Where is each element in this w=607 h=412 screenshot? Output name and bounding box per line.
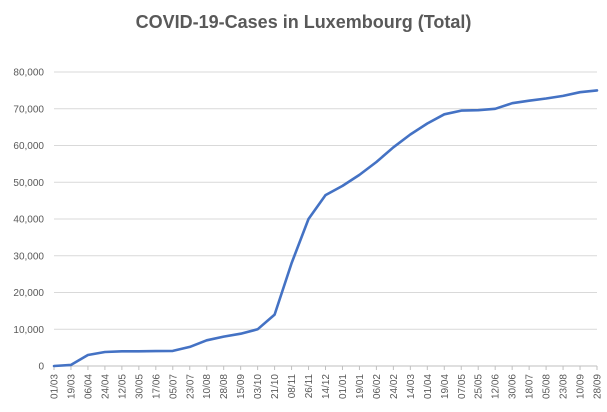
x-tick-label: 01/01	[338, 374, 349, 399]
x-tick-label: 19/04	[440, 374, 451, 399]
x-tick-label: 06/04	[83, 374, 94, 399]
y-tick-label: 20,000	[13, 288, 44, 299]
x-tick-label: 19/03	[66, 374, 77, 399]
y-tick-label: 10,000	[13, 325, 44, 336]
x-tick-label: 10/08	[202, 374, 213, 399]
x-tick-label: 25/05	[474, 374, 485, 399]
chart-title: COVID-19-Cases in Luxembourg (Total)	[135, 12, 472, 32]
x-tick-label: 08/11	[287, 374, 298, 399]
x-tick-label: 01/03	[50, 374, 61, 399]
x-tick-label: 14/12	[321, 374, 332, 399]
x-tick-label: 23/07	[185, 374, 196, 399]
x-tick-label: 26/11	[304, 374, 315, 399]
x-tick-label: 12/05	[117, 374, 128, 399]
x-tick-label: 05/08	[542, 374, 553, 399]
x-tick-label: 28/09	[593, 374, 604, 399]
x-tick-label: 30/05	[134, 374, 145, 399]
x-tick-label: 28/08	[219, 374, 230, 399]
x-tick-label: 14/03	[406, 374, 417, 399]
x-tick-label: 12/06	[491, 374, 502, 399]
x-tick-label: 07/05	[457, 374, 468, 399]
y-tick-label: 80,000	[13, 68, 44, 79]
x-tick-label: 01/04	[423, 374, 434, 399]
x-tick-label: 23/08	[559, 374, 570, 399]
x-tick-label: 05/07	[168, 374, 179, 399]
x-tick-label: 06/02	[372, 374, 383, 399]
y-tick-label: 0	[38, 362, 44, 373]
y-tick-label: 50,000	[13, 178, 44, 189]
x-tick-label: 24/04	[100, 374, 111, 399]
x-tick-label: 03/10	[253, 374, 264, 399]
y-tick-label: 40,000	[13, 215, 44, 226]
x-tick-label: 21/10	[270, 374, 281, 399]
y-tick-label: 30,000	[13, 251, 44, 262]
y-tick-label: 70,000	[13, 104, 44, 115]
x-tick-label: 30/06	[508, 374, 519, 399]
y-tick-label: 60,000	[13, 141, 44, 152]
x-tick-label: 19/01	[355, 374, 366, 399]
x-tick-label: 17/06	[151, 374, 162, 399]
x-tick-label: 24/02	[389, 374, 400, 399]
series-line	[52, 89, 599, 368]
x-tick-label: 18/07	[525, 374, 536, 399]
x-tick-label: 15/09	[236, 374, 247, 399]
x-tick-label: 10/09	[576, 374, 587, 399]
